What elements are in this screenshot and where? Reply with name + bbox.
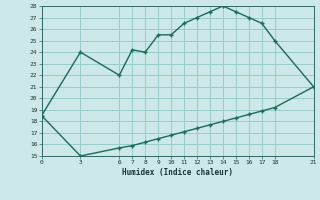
X-axis label: Humidex (Indice chaleur): Humidex (Indice chaleur) [122, 168, 233, 177]
